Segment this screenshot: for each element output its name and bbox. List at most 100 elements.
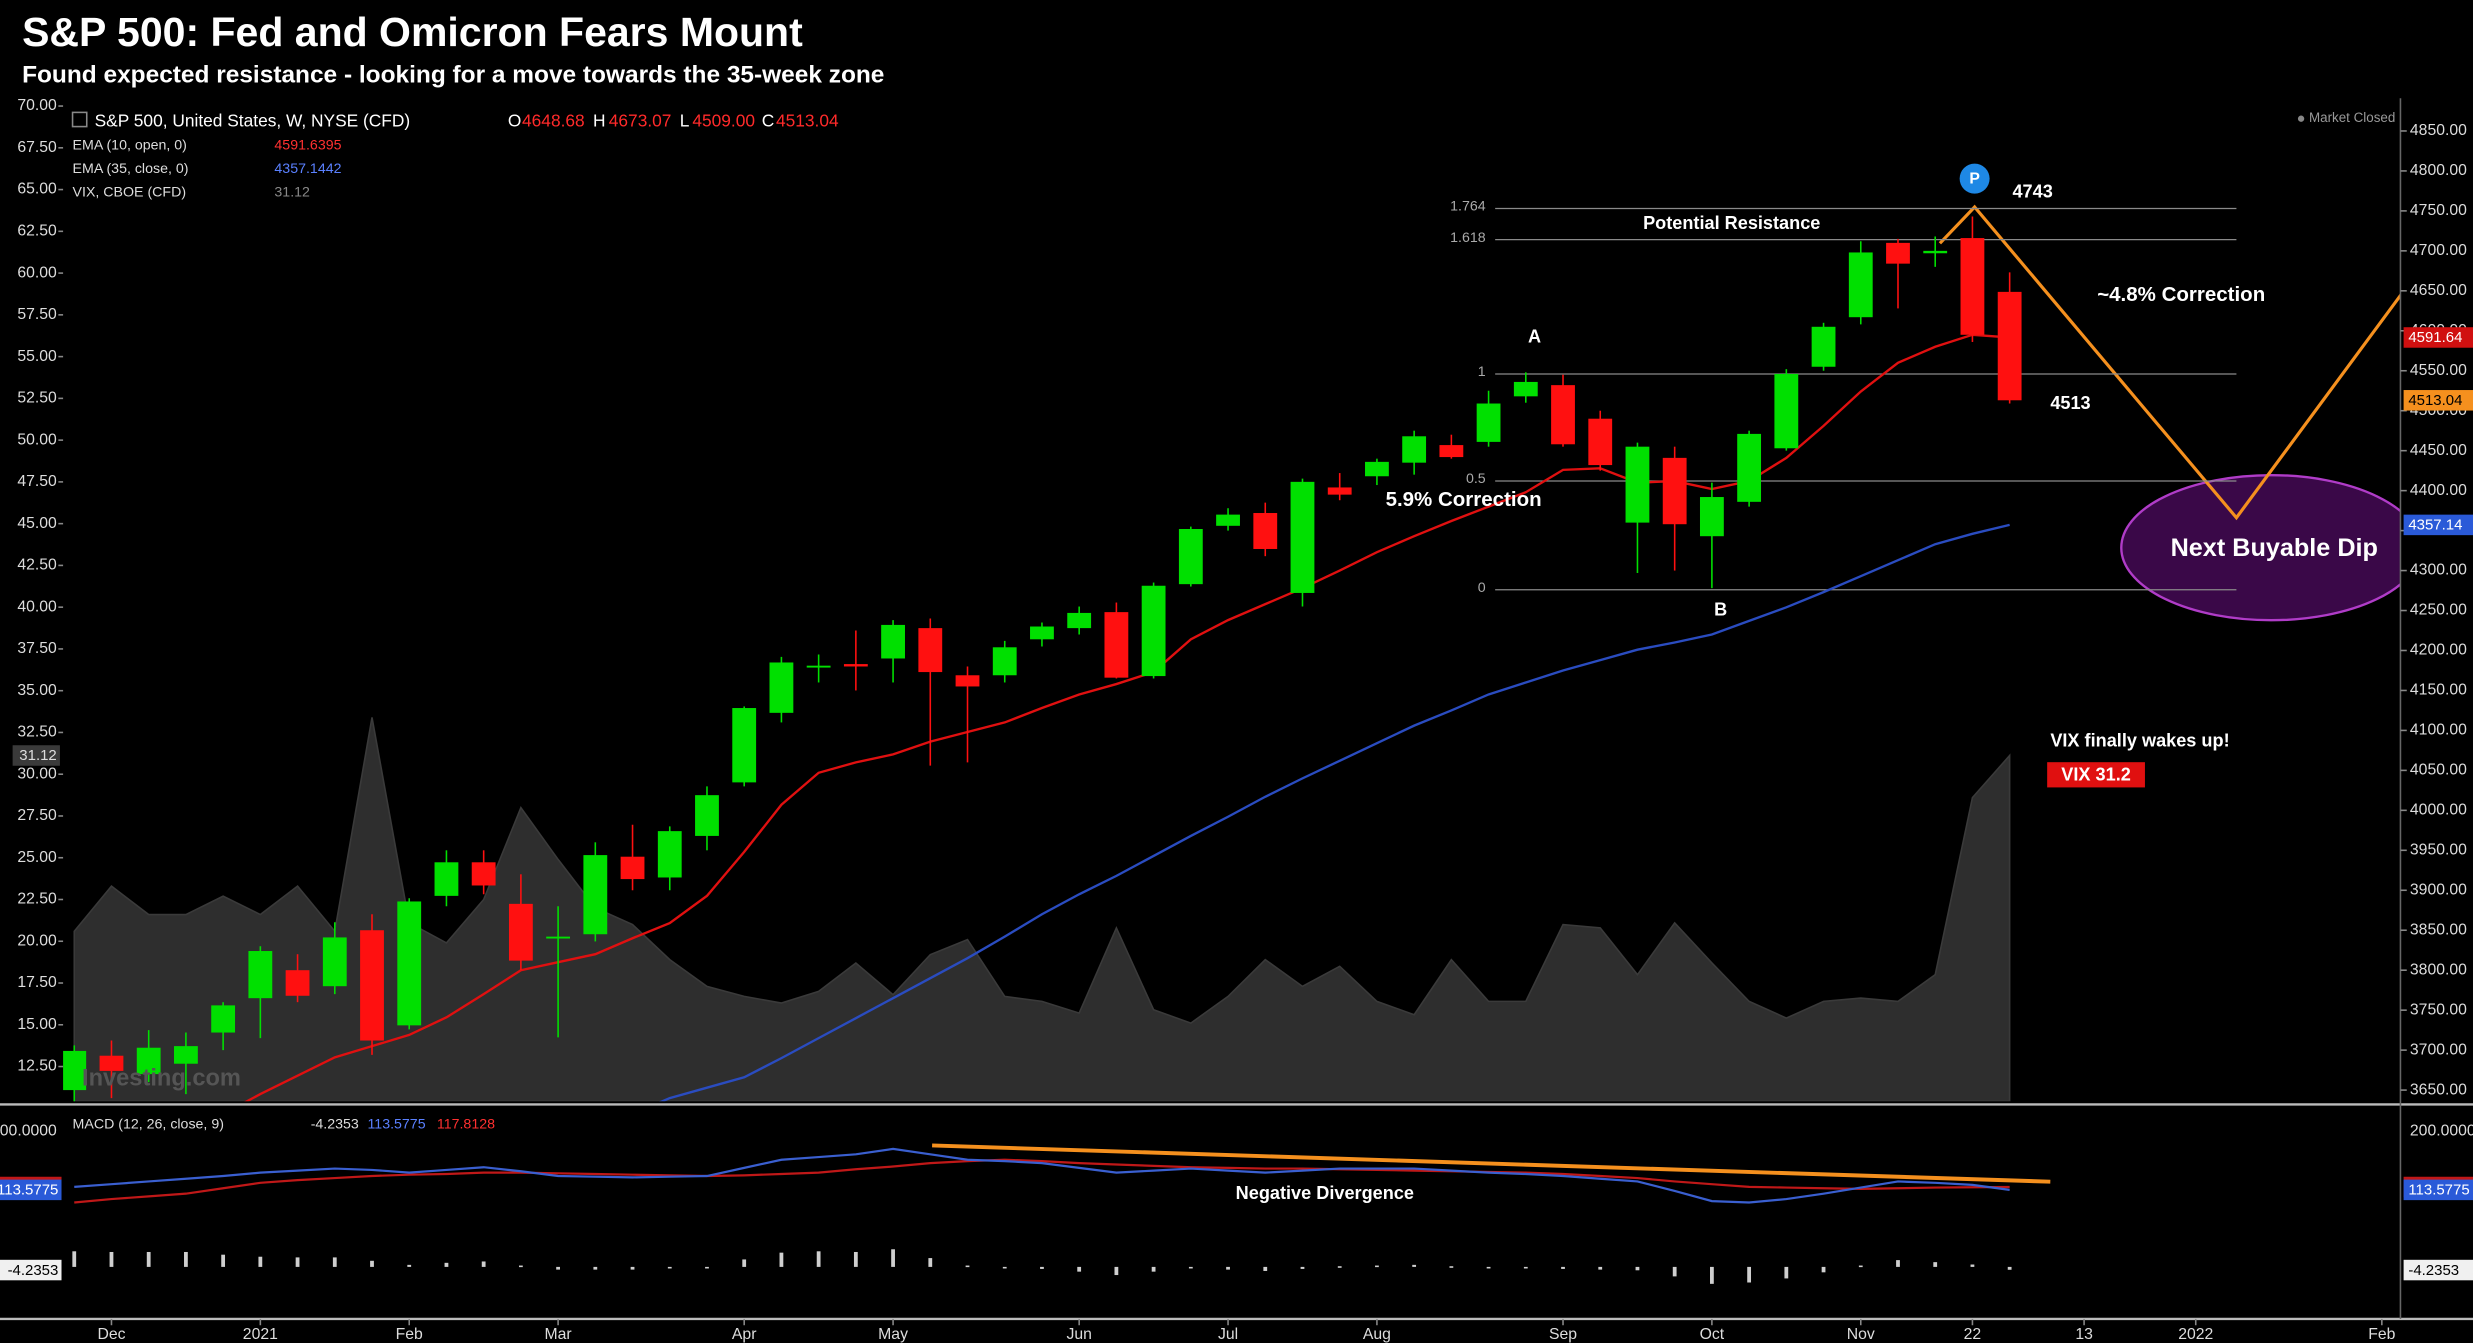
- legend-low: 4509.00: [692, 110, 755, 130]
- macd-hist-bar: [295, 1257, 300, 1267]
- macd-badge: [2403, 1259, 2473, 1281]
- macd-hist-bar: [1635, 1266, 1640, 1271]
- legend-ohlc-label: L: [680, 110, 690, 130]
- macd-hist-bar: [705, 1266, 709, 1269]
- candle-body: [918, 628, 943, 673]
- divergence-line: [932, 1143, 2051, 1184]
- y2-tick-label: 40.00: [17, 598, 57, 615]
- candle-body: [1402, 436, 1427, 463]
- macd-hist-bar: [1784, 1266, 1789, 1279]
- macd-hist-bar: [816, 1251, 821, 1267]
- macd-badge-label: 113.5775: [2408, 1182, 2469, 1199]
- x-tick-label: Feb: [396, 1326, 423, 1343]
- y2-tick-label: 70.00: [17, 97, 57, 114]
- projection-line: [1938, 204, 2401, 521]
- price-badge-label: 4513.04: [2408, 392, 2462, 409]
- price-badge: [2403, 514, 2473, 536]
- x-tick-label: Aug: [1363, 1326, 1391, 1343]
- candle-body: [136, 1047, 161, 1075]
- watermark: Investing.com: [82, 1065, 241, 1091]
- y-tick-label: 3750.00: [2410, 1001, 2467, 1018]
- macd-hist-bar: [1858, 1265, 1863, 1268]
- macd-badge-label: -4.2353: [2408, 1262, 2459, 1279]
- macd-hist-bar: [742, 1259, 747, 1267]
- candle-body: [955, 675, 980, 687]
- vix-value-badge: [12, 745, 60, 766]
- candle-body: [1513, 381, 1538, 397]
- candle-body: [806, 665, 831, 668]
- candle-body: [1551, 385, 1575, 445]
- candle-body: [1886, 242, 1910, 264]
- candle-body: [1178, 529, 1203, 585]
- price-badge: [2403, 327, 2473, 348]
- candle-body: [471, 862, 496, 886]
- y-tick-label: 4050.00: [2410, 762, 2467, 779]
- macd-hist-bar: [1598, 1266, 1603, 1270]
- macd-hist-bar: [1188, 1266, 1193, 1269]
- ema-line: [244, 333, 2010, 1102]
- macd-hist-bar: [258, 1256, 263, 1267]
- candle-body: [1774, 373, 1799, 449]
- candle-body: [843, 664, 868, 667]
- macd-hist-bar: [779, 1252, 784, 1267]
- market-status: Market Closed: [2309, 110, 2395, 125]
- macd-hist-bar: [1002, 1266, 1007, 1269]
- macd-hist-bar: [1486, 1266, 1491, 1269]
- y-tick-label: 3950.00: [2410, 841, 2467, 858]
- macd-hist-bar: [1561, 1266, 1565, 1269]
- macd-line: [74, 1147, 2010, 1204]
- candle-body: [1699, 497, 1724, 537]
- legend-ema35-value: 4357.1442: [274, 161, 341, 177]
- legend-toggle[interactable]: [71, 111, 88, 128]
- candle-body: [732, 708, 757, 783]
- candle-body: [211, 1005, 236, 1033]
- y-tick-label: 4450.00: [2410, 442, 2467, 459]
- macd-hist-bar: [1077, 1266, 1082, 1272]
- ema-line: [659, 523, 2010, 1102]
- candle-body: [397, 901, 422, 1026]
- y-tick-label: 3900.00: [2410, 881, 2467, 898]
- y2-tick-label: 20.00: [17, 932, 57, 949]
- chart-subtitle: Found expected resistance - looking for …: [22, 62, 884, 89]
- vix-badge-label: VIX 31.2: [2061, 764, 2131, 784]
- annotation: VIX finally wakes up!: [2050, 730, 2229, 750]
- candle-body: [1253, 513, 1278, 549]
- legend-ema10-value: 4591.6395: [274, 137, 341, 153]
- x-tick-label: 22: [1964, 1326, 1982, 1343]
- candle-body: [583, 855, 608, 935]
- candle-body: [63, 1050, 87, 1091]
- annotation: B: [1714, 600, 1727, 620]
- candle-body: [173, 1046, 198, 1064]
- macd-hist-bar: [1263, 1266, 1268, 1271]
- price-badge-label: 4357.14: [2408, 517, 2462, 534]
- annotation: 4513: [2050, 393, 2090, 413]
- annotation: Potential Resistance: [1643, 213, 1820, 233]
- legend-open: 4648.68: [522, 110, 585, 130]
- x-tick-label: May: [878, 1326, 908, 1343]
- legend-ohlc-label: H: [593, 110, 606, 130]
- macd-hist-bar: [221, 1254, 226, 1267]
- legend-high: 4673.07: [609, 110, 672, 130]
- y2-tick-label: 25.00: [17, 849, 57, 866]
- candle-body: [1141, 585, 1166, 677]
- vix-value-badge-label: 31.12: [19, 747, 56, 764]
- y2-tick-label: 37.50: [17, 640, 57, 657]
- macd-hist-bar: [1040, 1266, 1044, 1269]
- legend-vix-value: 31.12: [274, 185, 310, 201]
- legend-ohlc-label: C: [762, 110, 775, 130]
- annotation: Next Buyable Dip: [2171, 534, 2378, 562]
- candle-body: [99, 1055, 124, 1071]
- macd-hist-bar: [1114, 1266, 1119, 1276]
- macd-hist-bar: [1449, 1266, 1454, 1268]
- annotation: Negative Divergence: [1236, 1183, 1414, 1203]
- candle-body: [1327, 487, 1352, 495]
- dip-ellipse: [2120, 473, 2401, 622]
- y2-tick-label: 57.50: [17, 306, 57, 323]
- y-tick-label: 4800.00: [2410, 162, 2467, 179]
- vix-badge: [2047, 762, 2145, 788]
- fib-label: 0: [1478, 580, 1486, 596]
- y2-tick-label: 15.00: [17, 1016, 57, 1033]
- y-tick-label: 4650.00: [2410, 282, 2467, 299]
